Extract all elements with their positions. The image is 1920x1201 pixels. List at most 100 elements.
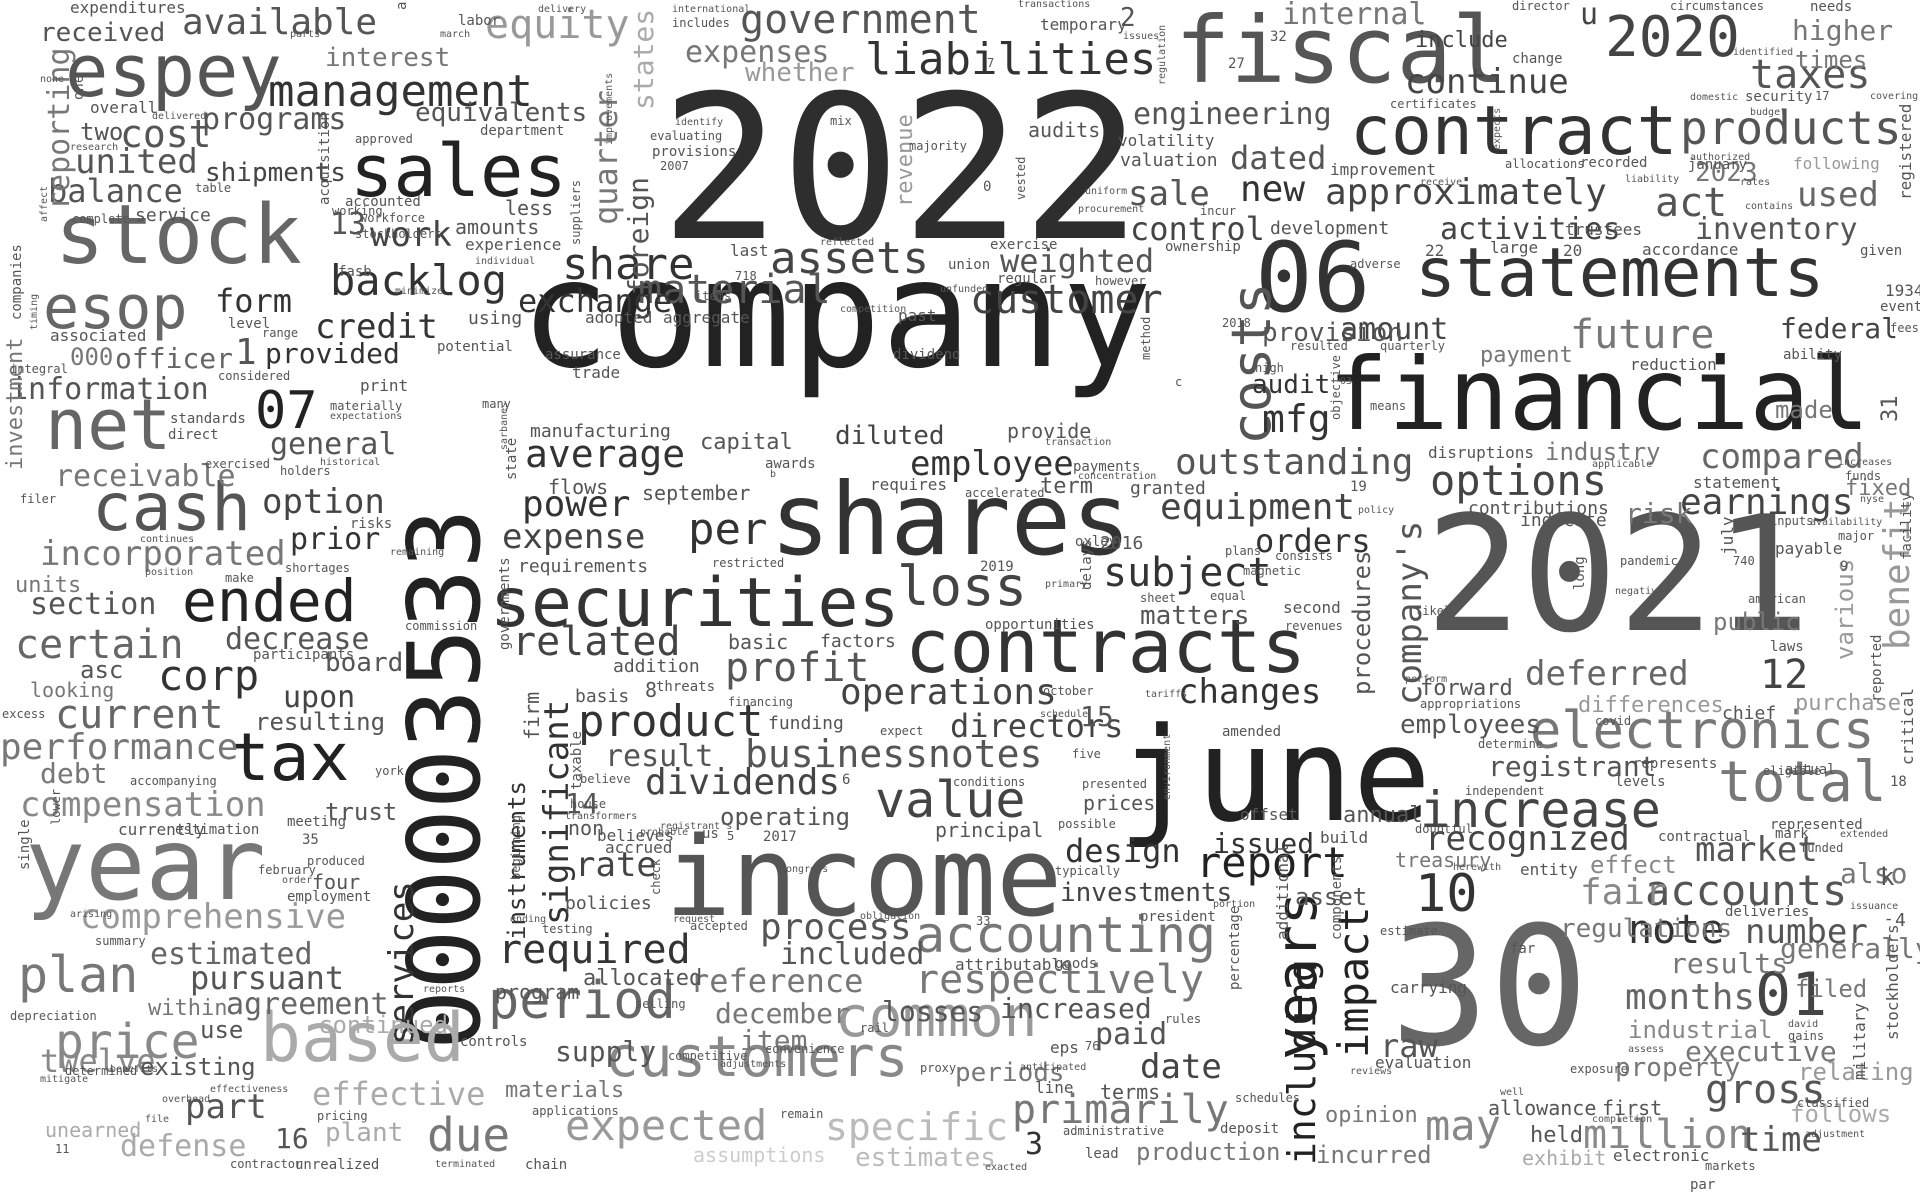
word-currently: currently bbox=[118, 820, 205, 839]
word-reflected: reflected bbox=[820, 237, 875, 248]
word-negative: negative bbox=[1615, 586, 1664, 597]
word-securities: securities bbox=[490, 564, 900, 643]
word-fixed: fixed bbox=[1845, 476, 1912, 501]
word-20: 20 bbox=[1563, 241, 1583, 260]
word-actual: actual bbox=[1785, 762, 1836, 778]
word-allocations: allocations bbox=[1505, 157, 1585, 171]
word-000: 000 bbox=[70, 343, 114, 371]
word-attributable: attributable bbox=[955, 955, 1071, 974]
word-obligation: obligation bbox=[860, 911, 921, 922]
word-risks: risks bbox=[350, 516, 393, 532]
word-percentage: percentage bbox=[1227, 905, 1243, 990]
word-adjustments: adjustments bbox=[720, 1059, 787, 1070]
word-accounting: accounting bbox=[915, 906, 1217, 964]
word-march: march bbox=[440, 29, 471, 40]
word-circumstances: circumstances bbox=[1670, 0, 1764, 13]
word-expects: expects bbox=[1492, 107, 1503, 150]
word-likely: likely bbox=[1415, 604, 1459, 618]
word-high: high bbox=[1255, 361, 1284, 375]
word-table: table bbox=[195, 181, 232, 195]
word-primarily: primarily bbox=[1012, 1087, 1229, 1133]
word-matters: matters bbox=[1140, 601, 1250, 631]
word-environment: environment bbox=[1162, 733, 1173, 800]
word-property: property bbox=[1615, 1053, 1741, 1083]
word-deposit: deposit bbox=[1220, 1121, 1280, 1137]
word-revenue: revenue bbox=[893, 114, 918, 207]
word-times: times bbox=[1795, 46, 1868, 74]
word-contributions: contributions bbox=[1468, 498, 1609, 519]
word-union: union bbox=[948, 257, 991, 273]
word-continued: continued bbox=[318, 1011, 449, 1039]
word-06: 06 bbox=[1255, 222, 1371, 334]
word-delivery: delivery bbox=[538, 4, 587, 15]
word-selling: selling bbox=[635, 997, 686, 1011]
word-individual: individual bbox=[475, 256, 536, 267]
word-february: february bbox=[258, 863, 316, 877]
word-provide: provide bbox=[1007, 419, 1092, 443]
word-four: four bbox=[312, 870, 361, 894]
word-completion: completion bbox=[1592, 1114, 1653, 1125]
word-line: line bbox=[1035, 1078, 1074, 1097]
word-exercise: exercise bbox=[990, 237, 1058, 253]
word-awards: awards bbox=[765, 456, 816, 472]
word-33: 33 bbox=[976, 914, 991, 928]
word-service: service bbox=[135, 205, 211, 226]
word-whether: whether bbox=[745, 58, 855, 88]
word-2021: 2021 bbox=[1425, 481, 1811, 668]
word-12: 12 bbox=[1760, 652, 1809, 698]
word-report: report bbox=[1196, 838, 1348, 887]
word-york: york bbox=[375, 764, 404, 778]
word-production: production bbox=[1136, 1138, 1281, 1166]
word-approximately: approximately bbox=[1325, 172, 1607, 213]
word-also: also bbox=[1840, 857, 1908, 890]
word-amounts: amounts bbox=[455, 215, 540, 239]
word-budget: budget bbox=[1750, 107, 1787, 118]
word-asset: asset bbox=[1295, 883, 1368, 911]
word-laws: laws bbox=[1770, 639, 1804, 655]
word-indicate: indicate bbox=[1520, 510, 1607, 531]
word-13: 13 bbox=[330, 207, 367, 242]
word-terminated: terminated bbox=[435, 1159, 496, 1170]
word-funds: funds bbox=[1845, 469, 1882, 483]
word-share: share bbox=[562, 239, 695, 290]
word-1934: 1934 bbox=[1885, 281, 1920, 300]
word-backlog: backlog bbox=[330, 256, 508, 305]
word-customer: customer bbox=[970, 277, 1163, 323]
word-reduction: reduction bbox=[1630, 355, 1717, 374]
word-tax: tax bbox=[230, 719, 350, 796]
word-2007: 2007 bbox=[660, 159, 689, 173]
word-suppliers: suppliers bbox=[569, 179, 583, 245]
word-quarterly: quarterly bbox=[1380, 339, 1446, 353]
word-determined: determined bbox=[65, 1064, 138, 1078]
word-03: 03 bbox=[1340, 376, 1353, 387]
word-far: far bbox=[1510, 941, 1536, 957]
word-orders: orders bbox=[1255, 522, 1371, 560]
word-annual: annual bbox=[1343, 803, 1423, 828]
word-electronic: electronic bbox=[1613, 1146, 1710, 1165]
word-levels: levels bbox=[1615, 774, 1666, 790]
word-related: related bbox=[512, 619, 681, 665]
word-6: 6 bbox=[842, 772, 851, 788]
word-identified: identified bbox=[1733, 47, 1794, 58]
word-schedule: schedule bbox=[1040, 709, 1089, 720]
word-program: program bbox=[495, 980, 580, 1004]
word-rate: rate bbox=[575, 845, 657, 885]
word-last: last bbox=[730, 241, 769, 260]
word-liabilities: liabilities bbox=[865, 34, 1157, 85]
word-improvement: improvement bbox=[1330, 160, 1436, 179]
word-gross: gross bbox=[1705, 1067, 1826, 1113]
word-term: term bbox=[1040, 474, 1093, 499]
word-including: including bbox=[1280, 959, 1324, 1165]
word-accrued: accrued bbox=[605, 838, 673, 857]
word-mark: mark bbox=[1775, 826, 1809, 842]
word-trustees: trustees bbox=[1565, 220, 1643, 239]
word-level: level bbox=[228, 316, 271, 332]
word-executive: executive bbox=[1685, 1035, 1837, 1068]
word-includes: includes bbox=[672, 16, 730, 30]
word-contractor: contractor bbox=[230, 1157, 303, 1171]
word-due: due bbox=[427, 1108, 511, 1162]
word-changes: changes bbox=[1178, 672, 1322, 712]
word-participants: participants bbox=[253, 647, 355, 663]
word-consists: consists bbox=[1275, 549, 1333, 563]
word-income: income bbox=[665, 813, 1063, 941]
